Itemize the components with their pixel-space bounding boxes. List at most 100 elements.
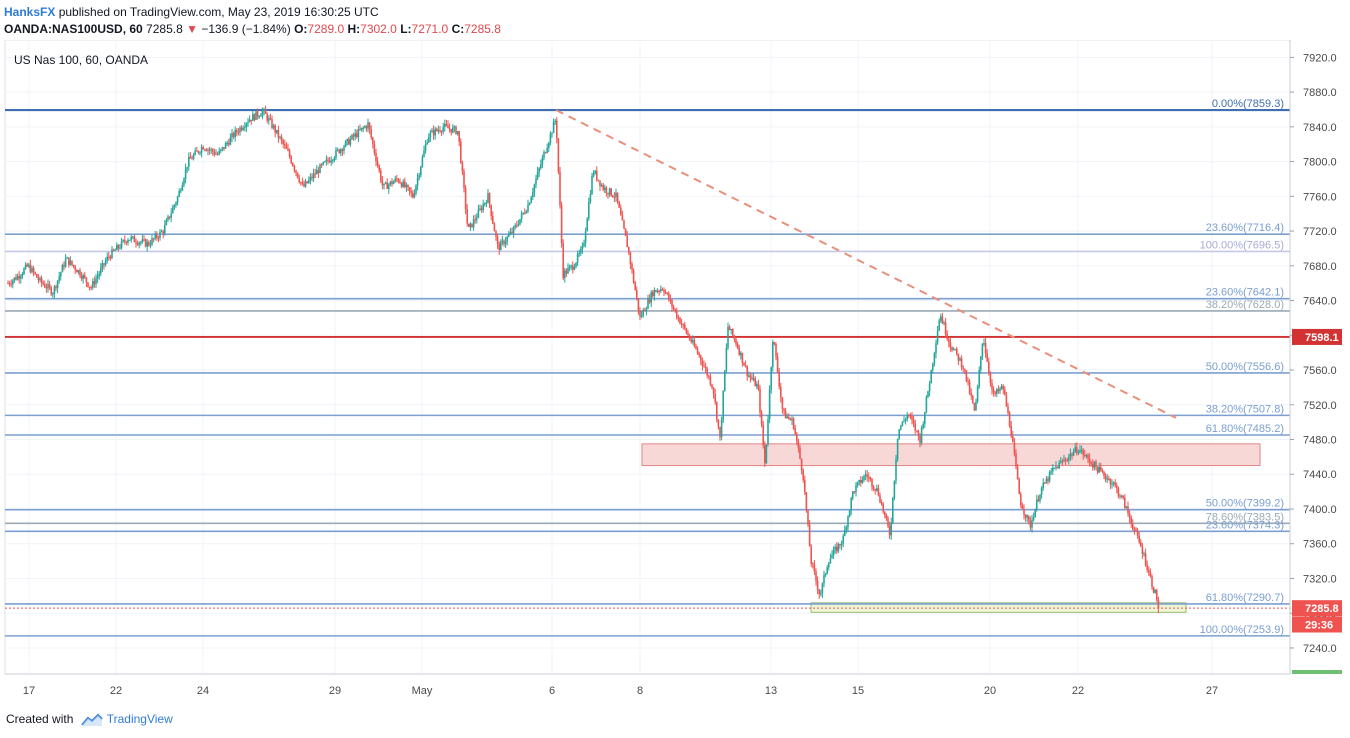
- trendline-layer: [555, 109, 1177, 419]
- candle-body: [1084, 455, 1086, 457]
- candle-body: [767, 419, 769, 445]
- candle-body: [327, 159, 329, 161]
- candle-body: [300, 182, 302, 184]
- tradingview-link[interactable]: TradingView: [106, 712, 173, 726]
- low-label: L:: [400, 22, 412, 36]
- candle-body: [1042, 482, 1044, 489]
- candle-body: [261, 111, 264, 116]
- candle-body: [136, 243, 139, 245]
- candle-body: [245, 123, 248, 128]
- levels-layer: 0.00%(7859.3) 23.60%(7716.4) 100.00%(7696.…: [5, 98, 1290, 637]
- candle-body: [341, 149, 344, 151]
- fib-level-label: 23.60%(7642.1): [1206, 287, 1284, 299]
- fib-level-label: 50.00%(7556.6): [1206, 361, 1284, 373]
- candle-body: [584, 231, 587, 244]
- candle-body: [1061, 461, 1064, 463]
- candle-body: [778, 372, 780, 387]
- candle-body: [426, 142, 428, 145]
- candle-body: [1013, 442, 1016, 454]
- price-chart[interactable]: 0.00%(7859.3) 23.60%(7716.4) 100.00%(7696.…: [0, 40, 1350, 708]
- candle-body: [373, 144, 376, 153]
- candle-body: [384, 182, 387, 184]
- candle-body: [837, 543, 840, 552]
- candle-body: [87, 282, 89, 287]
- candle-body: [860, 479, 862, 483]
- candle-body: [1156, 590, 1158, 601]
- candle-body: [1144, 553, 1147, 566]
- candle-body: [24, 264, 27, 269]
- candle-body: [808, 524, 811, 547]
- candle-body: [696, 348, 699, 354]
- plot-area[interactable]: [4, 40, 1291, 675]
- candle-body: [773, 342, 776, 345]
- candle-body: [181, 184, 184, 191]
- candle-body: [260, 115, 262, 117]
- candle-body: [149, 244, 152, 246]
- close-label: C:: [451, 22, 465, 36]
- candle-body: [820, 593, 822, 595]
- candle-body: [63, 264, 65, 267]
- candle-body: [916, 430, 918, 432]
- candle-body: [207, 149, 209, 151]
- time-axis[interactable]: 17 22 24 29 May 6 8 13 15 20 22 27: [5, 673, 1290, 697]
- candle-body: [589, 194, 592, 203]
- candle-body: [893, 480, 896, 499]
- candle-body: [197, 150, 200, 153]
- candle-body: [751, 377, 753, 380]
- candle-body: [959, 358, 961, 361]
- candle-body: [13, 277, 16, 281]
- price-tag-text: 7285.8: [1305, 603, 1339, 615]
- price-axis[interactable]: 7920.0 7880.0 7840.0 7800.0 7760.0 7720.0 7680…: [1289, 40, 1337, 674]
- candle-body: [1132, 524, 1134, 530]
- candle-body: [109, 256, 112, 259]
- author-name[interactable]: HanksFX: [4, 5, 56, 19]
- candle-body: [868, 477, 870, 479]
- last-price: 7285.8: [146, 22, 183, 36]
- symbol-label[interactable]: OANDA:NAS100USD, 60: [4, 22, 143, 36]
- candle-body: [117, 245, 120, 249]
- candle-body: [530, 197, 532, 203]
- candle-body: [644, 309, 646, 312]
- candle-body: [1101, 470, 1104, 472]
- candle-body: [554, 120, 556, 123]
- candle-body: [164, 224, 166, 234]
- price-tick-label: 7360.0: [1303, 539, 1337, 551]
- candle-body: [658, 290, 660, 292]
- candle-body: [64, 258, 67, 267]
- candle-body: [885, 514, 888, 519]
- candle-body: [439, 130, 441, 132]
- candle-body: [1044, 482, 1046, 484]
- candle-body: [66, 257, 68, 259]
- candle-body: [647, 299, 649, 309]
- candle-body: [712, 387, 715, 394]
- candle-body: [255, 111, 257, 120]
- candle-body: [607, 192, 609, 195]
- candle-body: [1103, 471, 1105, 476]
- candle-body: [525, 211, 528, 214]
- candle-body: [815, 571, 817, 581]
- candle-body: [832, 549, 835, 556]
- candle-body: [538, 168, 540, 172]
- candle-body: [388, 184, 390, 190]
- candle-body: [874, 488, 876, 491]
- candle-body: [618, 201, 620, 208]
- published-text: published on TradingView.com, May 23, 20…: [55, 5, 379, 19]
- candle-body: [36, 273, 38, 278]
- candle-body: [797, 441, 800, 449]
- candle-body: [311, 176, 313, 179]
- candle-body: [210, 149, 212, 151]
- candle-body: [391, 181, 393, 185]
- candle-body: [74, 266, 76, 271]
- candle-body: [308, 179, 310, 183]
- candle-body: [623, 220, 625, 229]
- candle-body: [1082, 449, 1084, 456]
- candle-body: [199, 152, 201, 154]
- candle-body: [583, 243, 585, 247]
- candle-body: [805, 492, 808, 511]
- candle-body: [23, 268, 25, 275]
- candle-body: [132, 236, 134, 238]
- candle-body: [31, 268, 33, 273]
- price-tick-label: 7920.0: [1303, 52, 1337, 64]
- candle-body: [229, 137, 232, 145]
- candle-body: [676, 311, 678, 318]
